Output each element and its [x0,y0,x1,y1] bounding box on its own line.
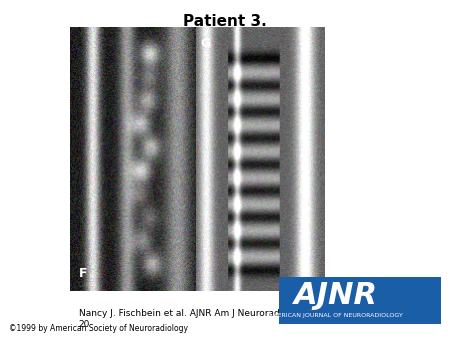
Text: F: F [79,267,87,280]
Text: AJNR: AJNR [294,281,378,310]
Bar [279,277,441,324]
Text: G: G [200,37,211,50]
Text: ©1999 by American Society of Neuroradiology: ©1999 by American Society of Neuroradiol… [9,324,188,333]
Text: AMERICAN JOURNAL OF NEURORADIOLOGY: AMERICAN JOURNAL OF NEURORADIOLOGY [268,313,403,317]
Text: Nancy J. Fischbein et al. AJNR Am J Neuroradiol 1999;20:7-
20: Nancy J. Fischbein et al. AJNR Am J Neur… [79,309,342,329]
Text: Patient 3.: Patient 3. [183,14,267,28]
